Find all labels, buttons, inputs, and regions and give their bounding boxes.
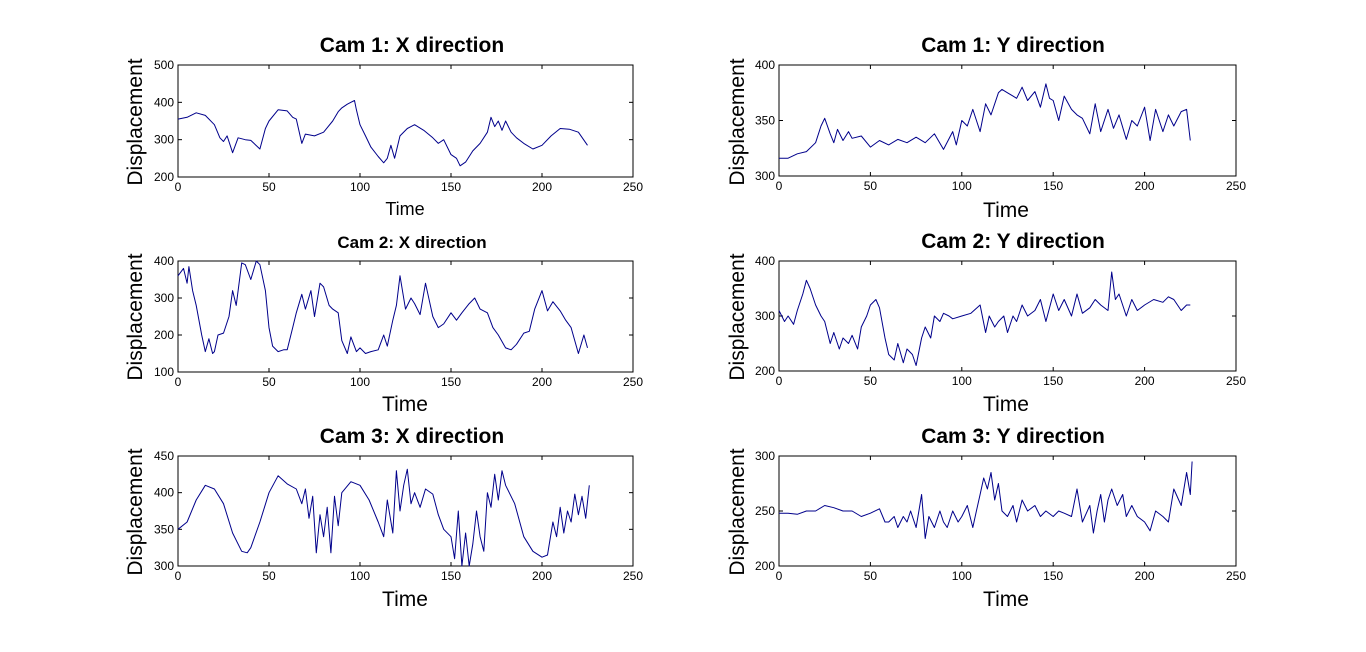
x-tick-label: 250 <box>1226 374 1246 388</box>
plot-area <box>177 260 634 373</box>
panel-cam1-y: Cam 1: Y direction Time Displacement 0 50… <box>726 34 1246 222</box>
y-axis-label: Displacement <box>124 58 147 185</box>
y-axis-label: Displacement <box>124 253 147 380</box>
y-tick-label: 200 <box>154 328 174 342</box>
panel-cam2-y: Cam 2: Y direction Time Displacement 0 50… <box>726 230 1246 416</box>
x-tick-label: 150 <box>1043 374 1063 388</box>
y-tick-label: 400 <box>755 254 775 268</box>
x-tick-label: 250 <box>623 375 643 389</box>
y-tick-label: 200 <box>755 559 775 573</box>
x-tick-label: 200 <box>1135 569 1155 583</box>
x-tick-label: 100 <box>350 569 370 583</box>
y-axis-label: Displacement <box>726 448 749 575</box>
x-tick-label: 200 <box>1135 374 1155 388</box>
y-tick-label: 500 <box>154 58 174 72</box>
y-tick-label: 300 <box>154 559 174 573</box>
y-tick-label: 400 <box>154 254 174 268</box>
x-axis-label: Time <box>983 588 1029 611</box>
x-tick-label: 50 <box>864 374 878 388</box>
y-tick-label: 350 <box>755 114 775 128</box>
series-line <box>778 271 1191 366</box>
x-axis-label: Time <box>382 588 428 611</box>
x-tick-label: 0 <box>776 179 783 193</box>
x-axis-label: Time <box>983 393 1029 416</box>
x-tick-label: 250 <box>623 180 643 194</box>
x-tick-label: 200 <box>532 375 552 389</box>
panel-cam3-y: Cam 3: Y direction Time Displacement 0 50… <box>726 425 1246 611</box>
y-tick-label: 300 <box>154 291 174 305</box>
x-tick-label: 100 <box>952 569 972 583</box>
x-tick-label: 150 <box>441 375 461 389</box>
x-axis-label: Time <box>983 199 1029 222</box>
y-tick-label: 100 <box>154 365 174 379</box>
x-tick-label: 50 <box>262 569 276 583</box>
plot-area <box>778 64 1237 177</box>
series-line <box>779 461 1193 539</box>
y-tick-label: 250 <box>755 504 775 518</box>
panel-cam3-x: Cam 3: X direction Time Displacement 0 50… <box>124 425 643 611</box>
series-line <box>177 260 588 354</box>
y-tick-label: 300 <box>154 133 174 147</box>
y-tick-label: 400 <box>154 486 174 500</box>
x-tick-label: 0 <box>175 569 182 583</box>
x-tick-label: 100 <box>952 179 972 193</box>
x-tick-label: 100 <box>350 375 370 389</box>
x-tick-label: 100 <box>350 180 370 194</box>
chart-title: Cam 1: X direction <box>320 34 504 57</box>
y-tick-label: 200 <box>755 364 775 378</box>
y-axis-label: Displacement <box>124 448 147 575</box>
series-line <box>779 83 1191 159</box>
plot-area <box>177 64 634 178</box>
x-tick-label: 50 <box>864 179 878 193</box>
x-tick-label: 0 <box>175 375 182 389</box>
x-tick-label: 0 <box>776 374 783 388</box>
series-line <box>177 468 590 567</box>
plot-area <box>778 455 1237 567</box>
y-axis-label: Displacement <box>726 58 749 185</box>
x-tick-label: 150 <box>1043 569 1063 583</box>
x-tick-label: 200 <box>532 569 552 583</box>
chart-title: Cam 2: Y direction <box>921 230 1105 253</box>
x-tick-label: 250 <box>623 569 643 583</box>
x-axis-label: Time <box>382 393 428 416</box>
y-tick-label: 300 <box>755 449 775 463</box>
x-tick-label: 150 <box>1043 179 1063 193</box>
y-tick-label: 300 <box>755 169 775 183</box>
y-axis-label: Displacement <box>726 253 749 380</box>
y-tick-label: 400 <box>755 58 775 72</box>
y-tick-label: 450 <box>154 449 174 463</box>
chart-title: Cam 2: X direction <box>337 233 486 252</box>
x-tick-label: 0 <box>175 180 182 194</box>
panel-cam1-x: Cam 1: X direction Time Displacement 0 50… <box>124 34 643 219</box>
y-tick-label: 350 <box>154 522 174 536</box>
chart-title: Cam 3: X direction <box>320 425 504 448</box>
x-tick-label: 150 <box>441 180 461 194</box>
y-tick-label: 400 <box>154 95 174 109</box>
x-tick-label: 150 <box>441 569 461 583</box>
x-axis-label: Time <box>385 199 424 219</box>
chart-title: Cam 1: Y direction <box>921 34 1105 57</box>
chart-title: Cam 3: Y direction <box>921 425 1105 448</box>
series-line <box>177 100 588 167</box>
x-tick-label: 200 <box>1135 179 1155 193</box>
y-tick-label: 300 <box>755 309 775 323</box>
x-tick-label: 0 <box>776 569 783 583</box>
y-tick-label: 200 <box>154 170 174 184</box>
plot-area <box>778 260 1237 372</box>
x-tick-label: 250 <box>1226 179 1246 193</box>
x-tick-label: 250 <box>1226 569 1246 583</box>
x-tick-label: 50 <box>262 375 276 389</box>
panel-cam2-x: Cam 2: X direction Time Displacement 0 50… <box>124 233 643 416</box>
x-tick-label: 50 <box>262 180 276 194</box>
plot-area <box>177 455 634 567</box>
x-tick-label: 100 <box>952 374 972 388</box>
x-tick-label: 200 <box>532 180 552 194</box>
x-tick-label: 50 <box>864 569 878 583</box>
